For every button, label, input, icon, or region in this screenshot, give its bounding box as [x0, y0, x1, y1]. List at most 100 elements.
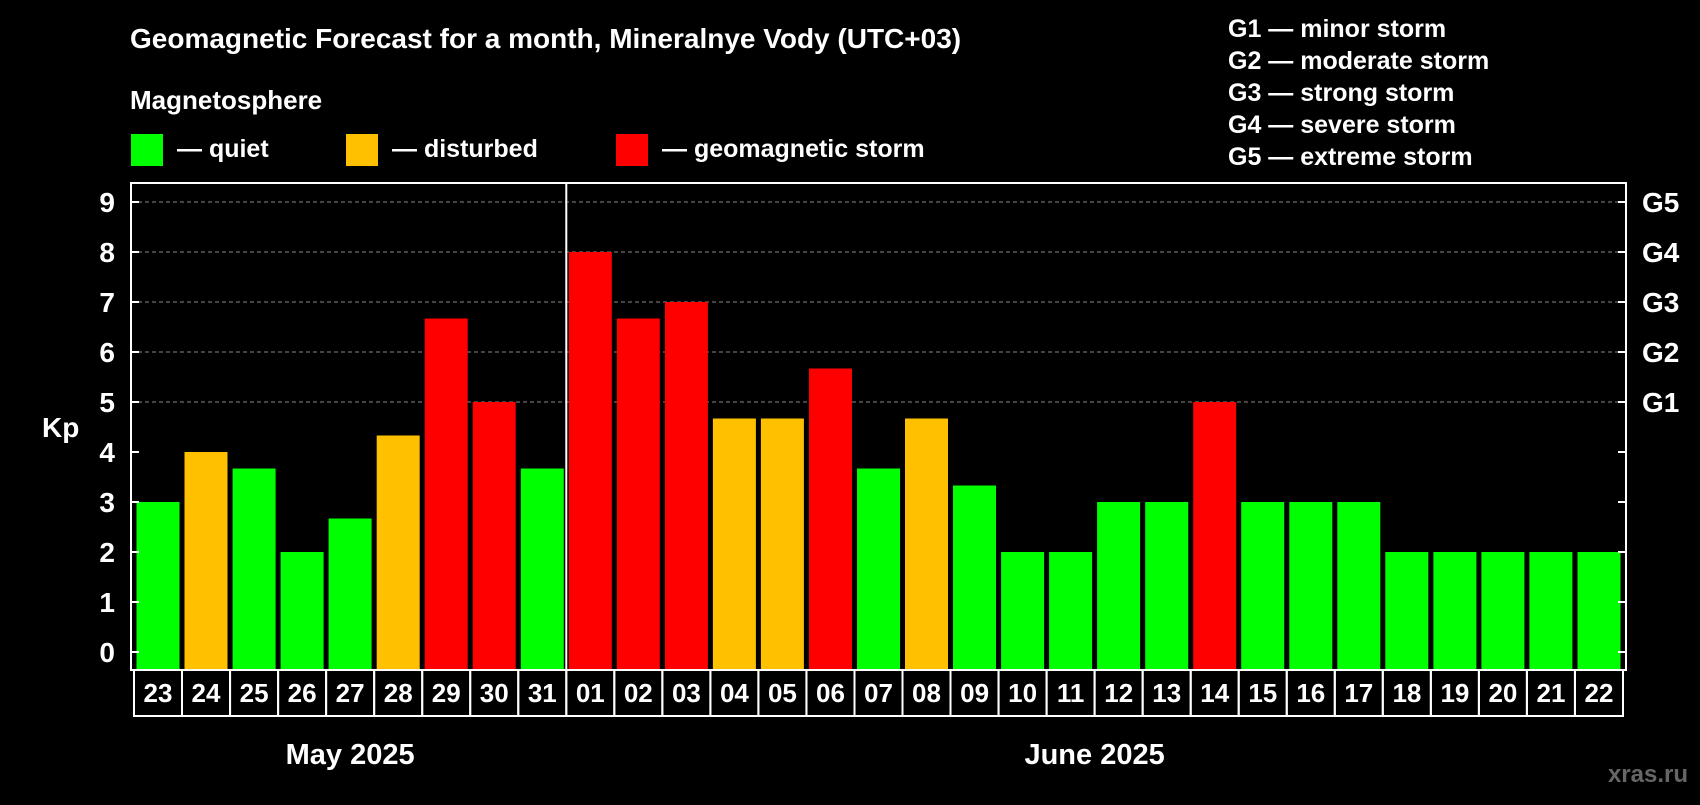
right-axis-label-G3: G3 — [1642, 287, 1679, 318]
bar-03 — [664, 302, 708, 670]
x-tick-label: 22 — [1585, 678, 1614, 708]
x-tick-label: 02 — [624, 678, 653, 708]
right-axis-label-G2: G2 — [1642, 337, 1679, 368]
right-axis-label-G1: G1 — [1642, 387, 1679, 418]
bar-23 — [136, 502, 180, 670]
bar-24 — [184, 452, 228, 670]
bar-20 — [1481, 552, 1525, 670]
x-tick-label: 23 — [144, 678, 173, 708]
bar-17 — [1337, 502, 1381, 670]
x-tick-label: 11 — [1057, 678, 1085, 708]
x-tick-label: 24 — [192, 678, 221, 708]
bar-26 — [280, 552, 324, 670]
y-tick-label: 8 — [99, 237, 115, 268]
bar-31 — [520, 468, 564, 670]
x-tick-label: 01 — [576, 678, 605, 708]
x-tick-label: 05 — [768, 678, 797, 708]
storm-scale-item: G5 — extreme storm — [1228, 143, 1473, 171]
y-axis-label: Kp — [42, 412, 79, 443]
x-tick-label: 18 — [1392, 678, 1421, 708]
x-tick-label: 21 — [1537, 678, 1566, 708]
y-tick-label: 1 — [99, 587, 115, 618]
month-label: June 2025 — [1024, 739, 1164, 771]
x-tick-label: 27 — [336, 678, 365, 708]
x-tick-label: 31 — [528, 678, 557, 708]
bar-25 — [232, 468, 276, 670]
bars — [136, 252, 1621, 670]
x-category-box — [1574, 669, 1624, 717]
bar-16 — [1289, 502, 1333, 670]
watermark: xras.ru — [1608, 761, 1688, 788]
x-tick-label: 06 — [816, 678, 845, 708]
bar-02 — [616, 318, 660, 670]
month-label: May 2025 — [286, 739, 415, 771]
y-tick-label: 6 — [99, 337, 115, 368]
bar-07 — [857, 468, 900, 670]
y-tick-label: 9 — [99, 187, 115, 218]
bar-12 — [1097, 502, 1141, 670]
x-tick-label: 28 — [384, 678, 413, 708]
y-tick-label: 4 — [99, 437, 115, 468]
x-tick-label: 17 — [1344, 678, 1373, 708]
x-tick-label: 09 — [960, 678, 989, 708]
bar-01 — [568, 252, 612, 670]
x-tick-label: 12 — [1104, 678, 1133, 708]
x-axis-labels: 23 24 25 26 27 28 29 30 31 01 02 03 04 05 06 07 08 09 10 11… — [133, 669, 1624, 771]
bar-11 — [1049, 552, 1093, 670]
y-tick-label: 7 — [99, 287, 115, 318]
storm-scale-item: G2 — moderate storm — [1228, 47, 1489, 75]
x-tick-label: 26 — [288, 678, 317, 708]
bar-14 — [1193, 402, 1237, 670]
right-axis-label-G4: G4 — [1642, 237, 1680, 268]
bar-22 — [1577, 552, 1621, 670]
bar-19 — [1433, 552, 1477, 670]
x-tick-label: 19 — [1440, 678, 1469, 708]
bar-15 — [1241, 502, 1285, 670]
bar-13 — [1145, 502, 1189, 670]
bar-05 — [760, 418, 804, 670]
x-tick-label: 30 — [480, 678, 509, 708]
legend-swatch-quiet — [131, 134, 163, 166]
x-tick-label: 15 — [1248, 678, 1277, 708]
storm-scale-item: G3 — strong storm — [1228, 79, 1454, 107]
x-tick-label: 10 — [1008, 678, 1037, 708]
x-tick-label: 14 — [1200, 678, 1229, 708]
x-tick-label: 04 — [720, 678, 749, 708]
legend-label-disturbed: — disturbed — [392, 135, 538, 163]
y-tick-label: 0 — [99, 637, 115, 668]
chart-title: Geomagnetic Forecast for a month, Minera… — [130, 23, 961, 54]
bar-04 — [712, 418, 756, 670]
bar-08 — [905, 418, 948, 670]
storm-scale-legend: G1 — minor storm G2 — moderate storm G3 — … — [1228, 15, 1489, 171]
legend: — quiet — disturbed — geomagnetic storm — [131, 134, 925, 166]
bar-21 — [1529, 552, 1573, 670]
bar-28 — [376, 435, 420, 670]
bar-18 — [1385, 552, 1429, 670]
y-tick-label: 2 — [99, 537, 115, 568]
bar-09 — [953, 485, 996, 670]
legend-title: Magnetosphere — [130, 85, 322, 115]
x-tick-label: 20 — [1488, 678, 1517, 708]
bar-30 — [472, 402, 516, 670]
x-tick-label: 25 — [240, 678, 269, 708]
x-tick-label: 16 — [1296, 678, 1325, 708]
x-tick-label: 13 — [1152, 678, 1181, 708]
legend-label-quiet: — quiet — [177, 135, 269, 163]
bar-27 — [328, 518, 372, 670]
legend-label-storm: — geomagnetic storm — [662, 135, 925, 163]
x-tick-label: 03 — [672, 678, 701, 708]
legend-swatch-disturbed — [346, 134, 378, 166]
storm-scale-item: G1 — minor storm — [1228, 15, 1446, 43]
right-axis-label-G5: G5 — [1642, 187, 1679, 218]
bar-29 — [424, 318, 468, 670]
y-tick-label: 3 — [99, 487, 115, 518]
legend-swatch-storm — [616, 134, 648, 166]
x-tick-label: 08 — [912, 678, 941, 708]
y-tick-label: 5 — [99, 387, 115, 418]
x-tick-label: 07 — [864, 678, 893, 708]
storm-scale-item: G4 — severe storm — [1228, 111, 1456, 139]
bar-10 — [1001, 552, 1045, 670]
x-tick-label: 29 — [432, 678, 461, 708]
bar-06 — [809, 368, 852, 670]
